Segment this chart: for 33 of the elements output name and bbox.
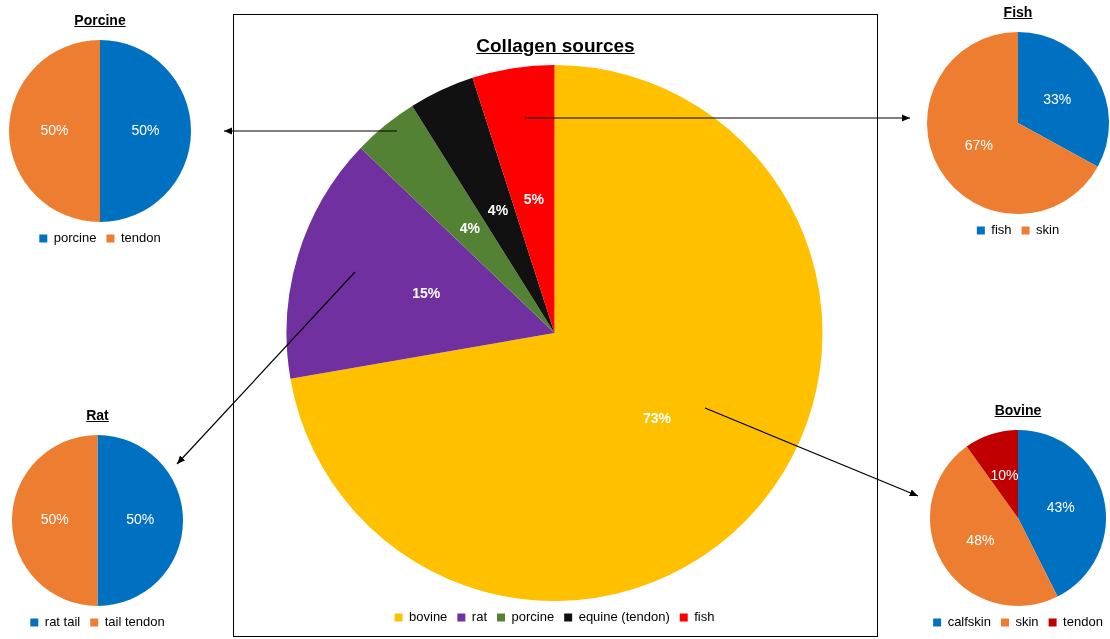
legend-label: tail tendon — [104, 614, 165, 630]
legend-label: tendon — [120, 230, 161, 246]
data-label: 50% — [126, 511, 155, 528]
data-label: 4% — [459, 220, 481, 237]
legend-label: porcine — [511, 609, 555, 625]
chart-title: Bovine — [993, 402, 1043, 418]
chart-title: Collagen sources — [475, 35, 636, 57]
legend-label: skin — [1015, 614, 1039, 630]
legend-label: fish — [991, 222, 1012, 238]
data-label: 10% — [990, 466, 1019, 483]
data-label: 33% — [1043, 90, 1072, 107]
data-label: 67% — [964, 137, 993, 154]
data-label: 50% — [131, 121, 160, 138]
data-label: 5% — [523, 191, 545, 208]
legend-label: equine (tendon) — [578, 609, 670, 625]
data-label: 50% — [40, 121, 69, 138]
data-label: 4% — [487, 202, 509, 219]
legend-label: porcine — [53, 230, 97, 246]
chart-title: Fish — [1002, 4, 1034, 20]
legend-label: bovine — [409, 609, 448, 625]
chart-title: Porcine — [73, 12, 127, 28]
legend-label: tendon — [1063, 614, 1103, 630]
legend-label: rat — [471, 609, 488, 625]
data-label: 43% — [1046, 498, 1075, 515]
legend-label: calfskin — [947, 614, 991, 630]
chart-title: Rat — [85, 407, 110, 423]
data-label: 15% — [412, 284, 441, 301]
legend-label: skin — [1036, 222, 1060, 238]
data-label: 50% — [40, 511, 69, 528]
legend-label: rat tail — [44, 614, 81, 630]
data-label: 73% — [642, 410, 672, 427]
data-label: 48% — [966, 531, 995, 548]
legend-label: fish — [694, 609, 715, 625]
